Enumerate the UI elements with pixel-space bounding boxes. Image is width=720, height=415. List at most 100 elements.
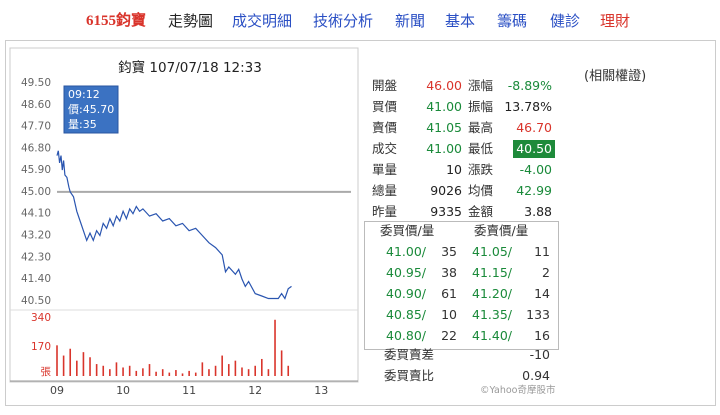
- volume-bar: [287, 365, 290, 376]
- y-tick-label: 49.50: [21, 77, 51, 89]
- summary-value: -10: [529, 347, 550, 362]
- volume-bar: [208, 369, 210, 376]
- volume-bar: [280, 350, 283, 376]
- orders-frame: [364, 221, 559, 350]
- bid-price: 40.90/: [386, 286, 426, 301]
- quote-label: 最低: [468, 141, 494, 156]
- ask-volume: 11: [534, 244, 550, 259]
- volume-bar: [148, 364, 151, 376]
- quote-value: 3.88: [524, 204, 552, 219]
- volume-bar: [194, 372, 197, 376]
- main-frame: [5, 40, 716, 406]
- summary-label: 委買賣比: [384, 368, 435, 383]
- quote-value: 46.70: [516, 120, 552, 135]
- quote-label: 漲幅: [468, 78, 494, 93]
- orders-header: 委賣價/量: [474, 223, 529, 238]
- bid-price: 41.00/: [386, 244, 426, 259]
- volume-bar: [181, 373, 184, 376]
- bid-volume: 22: [441, 328, 457, 343]
- volume-bar: [234, 360, 237, 376]
- x-tick-label: 11: [182, 384, 196, 397]
- chart-frame: [9, 47, 359, 383]
- ask-volume: 133: [526, 307, 550, 322]
- quote-value: 41.00: [426, 99, 462, 114]
- chart-title: 鈞寶 107/07/18 12:33: [118, 60, 262, 76]
- volume-bar: [227, 364, 230, 376]
- bid-volume: 61: [441, 286, 457, 301]
- ask-volume: 2: [542, 265, 550, 280]
- y-tick-label: 45.90: [21, 164, 51, 176]
- volume-bar: [267, 369, 270, 376]
- bid-price: 40.95/: [386, 265, 426, 280]
- y-tick-label: 42.30: [21, 251, 51, 263]
- ask-price: 41.15/: [472, 265, 512, 280]
- volume-bar: [168, 372, 171, 376]
- quote-label: 均價: [468, 183, 494, 198]
- ask-price: 41.35/: [472, 307, 512, 322]
- tooltip-box: [63, 85, 119, 134]
- volume-bar: [122, 367, 124, 376]
- quote-value: -8.89%: [507, 78, 552, 93]
- price-line: [56, 150, 292, 300]
- volume-bar: [82, 352, 85, 376]
- warrant-link[interactable]: (相關權證): [584, 69, 647, 84]
- volume-bar: [188, 370, 190, 376]
- ask-price: 41.20/: [472, 286, 512, 301]
- quote-label: 總量: [372, 183, 398, 198]
- nav-item[interactable]: 健診: [550, 12, 581, 30]
- y-tick-label: 47.70: [21, 121, 51, 133]
- volume-bar: [135, 370, 138, 376]
- quote-label: 單量: [372, 162, 398, 177]
- quote-value: 13.78%: [504, 99, 552, 114]
- tooltip-text: 價:45.70: [68, 102, 114, 116]
- copyright: ©Yahoo奇摩股市: [480, 385, 556, 396]
- nav-item[interactable]: 基本: [445, 12, 476, 30]
- bid-price: 40.80/: [386, 328, 426, 343]
- quote-label: 賣價: [372, 120, 398, 135]
- x-tick-label: 13: [314, 384, 328, 397]
- volume-bar: [214, 365, 217, 376]
- volume-bar: [142, 368, 144, 376]
- nav-item[interactable]: 成交明細: [232, 12, 293, 30]
- summary-label: 委買賣差: [384, 347, 435, 362]
- ask-volume: 16: [534, 328, 550, 343]
- tooltip-text: 量:35: [68, 118, 97, 131]
- volume-bar: [175, 370, 177, 376]
- quote-label: 買價: [372, 99, 398, 114]
- nav-item[interactable]: 走勢圖: [168, 12, 214, 30]
- volume-bar: [56, 345, 58, 376]
- nav-item[interactable]: 6155鈞寶: [86, 13, 147, 29]
- quote-value: 41.00: [426, 141, 462, 156]
- volume-bar: [69, 348, 72, 376]
- nav-item[interactable]: 新聞: [395, 12, 426, 30]
- volume-bar: [221, 355, 223, 376]
- quote-label: 成交: [372, 141, 398, 156]
- volume-bar: [155, 371, 157, 376]
- quote-value: 42.99: [516, 183, 552, 198]
- volume-bar: [254, 365, 257, 376]
- bid-price: 40.85/: [386, 307, 426, 322]
- quote-value: 9026: [430, 183, 462, 198]
- ask-volume: 14: [534, 286, 550, 301]
- nav-item[interactable]: 籌碼: [497, 12, 528, 30]
- volume-bar: [62, 355, 65, 376]
- nav-item[interactable]: 理財: [600, 12, 631, 30]
- volume-bar: [201, 362, 204, 376]
- quote-value: -4.00: [519, 162, 552, 177]
- nav-item[interactable]: 技術分析: [313, 12, 374, 30]
- y-tick-label: 48.60: [21, 99, 51, 111]
- x-tick-label: 10: [116, 384, 130, 397]
- y-tick-label: 40.50: [21, 295, 51, 307]
- bid-volume: 35: [441, 244, 457, 259]
- quote-label: 昨量: [372, 204, 398, 219]
- quote-value: 10: [446, 162, 462, 177]
- volume-bar: [115, 362, 118, 376]
- quote-value: 9335: [430, 204, 462, 219]
- quote-label: 開盤: [372, 78, 398, 93]
- x-tick-label: 12: [248, 384, 262, 397]
- ask-price: 41.40/: [472, 328, 512, 343]
- y-tick-label: 170: [31, 341, 51, 353]
- quote-label: 漲跌: [468, 162, 494, 177]
- bid-volume: 10: [441, 307, 457, 322]
